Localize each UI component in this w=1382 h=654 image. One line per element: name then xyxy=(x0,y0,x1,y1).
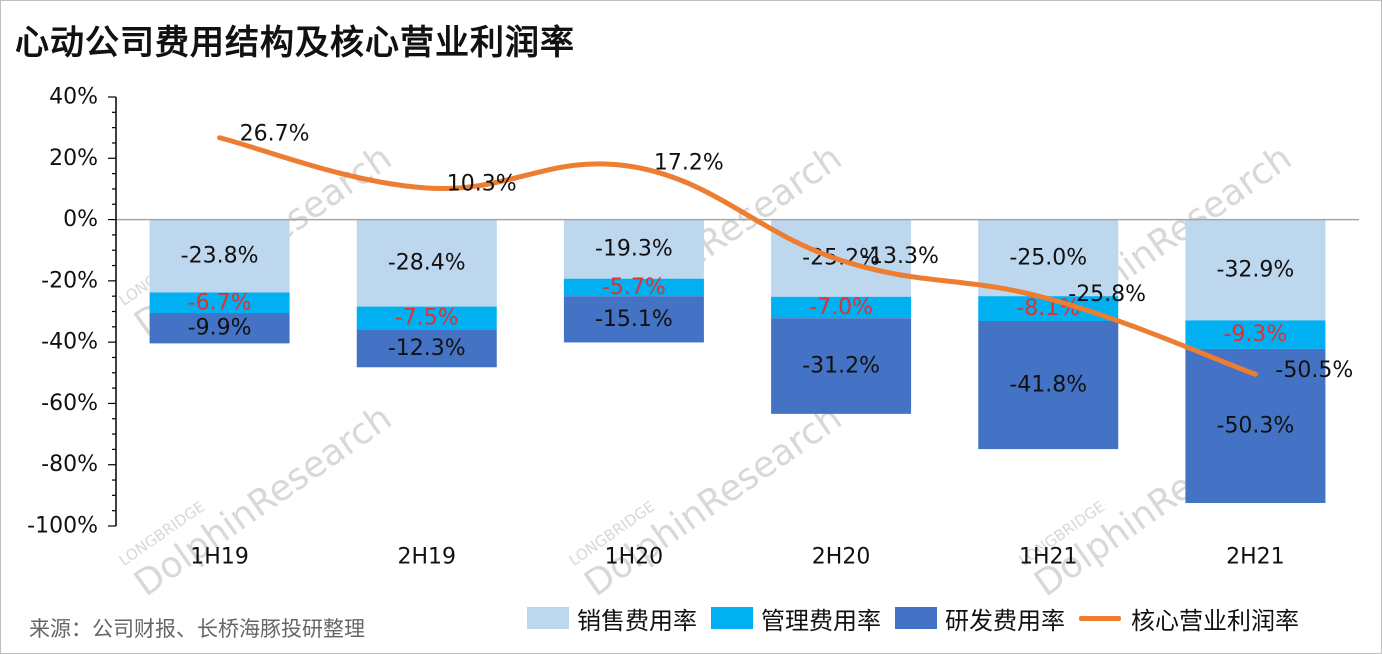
data-label-admin: -7.0% xyxy=(809,295,873,320)
y-tick-label: 20% xyxy=(49,146,98,171)
legend-line-margin xyxy=(1079,615,1121,621)
bar-rnd-1H20 xyxy=(563,296,704,343)
y-tick-label: -20% xyxy=(41,268,98,293)
data-label-margin: -13.3% xyxy=(861,244,939,269)
data-label-admin: -5.7% xyxy=(602,275,666,300)
legend-swatch-sales xyxy=(527,607,569,629)
legend-swatch-rnd xyxy=(895,607,937,629)
legend-label-sales: 销售费用率 xyxy=(577,606,697,635)
data-label-sales: -28.4% xyxy=(388,251,466,276)
bar-sales-1H20 xyxy=(563,219,704,279)
bar-admin-2H20 xyxy=(771,296,912,319)
y-tick-label: -60% xyxy=(41,391,98,416)
chart-svg: LONGBRIDGEDolphinResearchLONGBRIDGEDolph… xyxy=(27,85,1359,601)
legend-label-rnd: 研发费用率 xyxy=(945,606,1065,635)
data-label-admin: -7.5% xyxy=(395,306,459,331)
y-tick-label: -80% xyxy=(41,452,98,477)
legend-label-admin: 管理费用率 xyxy=(761,606,881,635)
data-label-rnd: -41.8% xyxy=(1009,373,1087,398)
y-tick-label: 0% xyxy=(63,207,98,232)
bar-admin-1H19 xyxy=(149,292,290,314)
data-label-rnd: -9.9% xyxy=(188,316,252,341)
legend-item-margin: 核心营业利润率 xyxy=(1079,601,1299,636)
bar-sales-1H21 xyxy=(978,219,1119,297)
data-label-margin: 26.7% xyxy=(240,121,310,146)
watermark-name: DolphinResearch xyxy=(127,397,399,601)
data-label-rnd: -15.1% xyxy=(595,307,673,332)
legend-item-rnd: 研发费用率 xyxy=(895,601,1065,636)
data-label-margin: 10.3% xyxy=(447,172,517,197)
bar-rnd-2H20 xyxy=(771,318,912,414)
data-label-admin: -6.7% xyxy=(188,290,252,315)
data-label-rnd: -12.3% xyxy=(388,336,466,361)
data-label-sales: -23.8% xyxy=(181,244,259,269)
bar-sales-1H19 xyxy=(149,219,290,293)
data-label-margin: 17.2% xyxy=(654,150,724,175)
x-tick-label: 2H19 xyxy=(397,545,456,570)
legend-swatch-admin xyxy=(711,607,753,629)
data-label-sales: -25.0% xyxy=(1009,245,1087,270)
legend: 销售费用率 管理费用率 研发费用率 核心营业利润率 xyxy=(527,601,1313,635)
bar-sales-2H21 xyxy=(1185,219,1326,321)
x-tick-label: 2H20 xyxy=(812,545,871,570)
data-label-margin: -50.5% xyxy=(1275,358,1353,383)
x-tick-label: 1H19 xyxy=(190,545,249,570)
x-tick-label: 1H20 xyxy=(605,545,664,570)
y-tick-label: -40% xyxy=(41,330,98,355)
bar-admin-2H19 xyxy=(356,306,497,330)
y-tick-label: 40% xyxy=(49,85,98,110)
data-label-sales: -32.9% xyxy=(1217,257,1295,282)
bar-admin-2H21 xyxy=(1185,320,1326,349)
data-label-rnd: -31.2% xyxy=(802,354,880,379)
x-tick-label: 1H21 xyxy=(1019,545,1078,570)
data-label-margin: -25.8% xyxy=(1068,282,1146,307)
y-tick-label: -100% xyxy=(27,514,98,539)
data-label-sales: -19.3% xyxy=(595,237,673,262)
margin-line xyxy=(217,135,1258,377)
bar-rnd-1H21 xyxy=(978,320,1119,450)
watermark-name: DolphinResearch xyxy=(577,397,849,601)
data-label-admin: -9.3% xyxy=(1223,322,1287,347)
x-tick-label: 2H21 xyxy=(1226,545,1285,570)
chart-title: 心动公司费用结构及核心营业利润率 xyxy=(15,23,575,63)
bar-rnd-1H19 xyxy=(149,313,290,344)
legend-label-margin: 核心营业利润率 xyxy=(1131,606,1299,635)
bar-admin-1H20 xyxy=(563,278,704,297)
bar-sales-2H19 xyxy=(356,219,497,307)
data-label-rnd: -50.3% xyxy=(1217,413,1295,438)
legend-item-admin: 管理费用率 xyxy=(711,601,881,636)
legend-item-sales: 销售费用率 xyxy=(527,601,697,636)
source-note: 来源：公司财报、长桥海豚投研整理 xyxy=(29,617,365,641)
bar-rnd-2H19 xyxy=(356,329,497,368)
